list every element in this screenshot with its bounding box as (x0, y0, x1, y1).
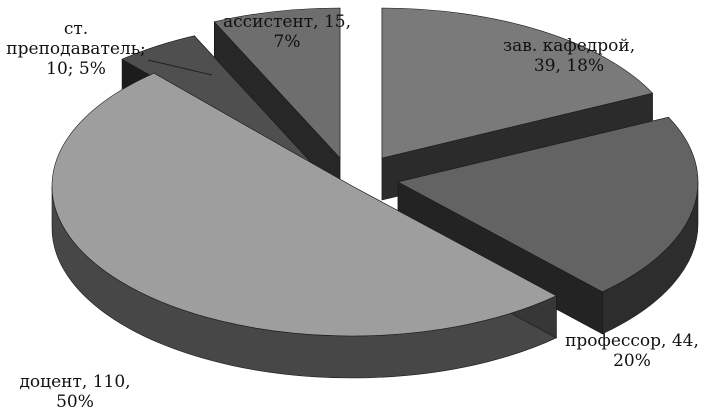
pie-slice-2 (51, 72, 558, 379)
pie-slice-top (51, 72, 558, 337)
pie-slice-top (213, 7, 341, 159)
label-assistent: ассистент, 15, 7% (222, 12, 352, 52)
pie-slice-top (397, 116, 699, 293)
label-st-prepodavatel: ст. преподаватель; 10; 5% (6, 19, 146, 79)
pie-slice-top (381, 7, 654, 159)
pie-slice-top (121, 35, 321, 173)
label-docent: доцент, 110, 50% (19, 372, 131, 412)
label-professor: профессор, 44, 20% (565, 331, 699, 371)
pie-slice-4 (213, 7, 341, 201)
label-zav-kafedroy: зав. кафедрой, 39, 18% (502, 36, 636, 76)
leader-line (147, 59, 213, 76)
